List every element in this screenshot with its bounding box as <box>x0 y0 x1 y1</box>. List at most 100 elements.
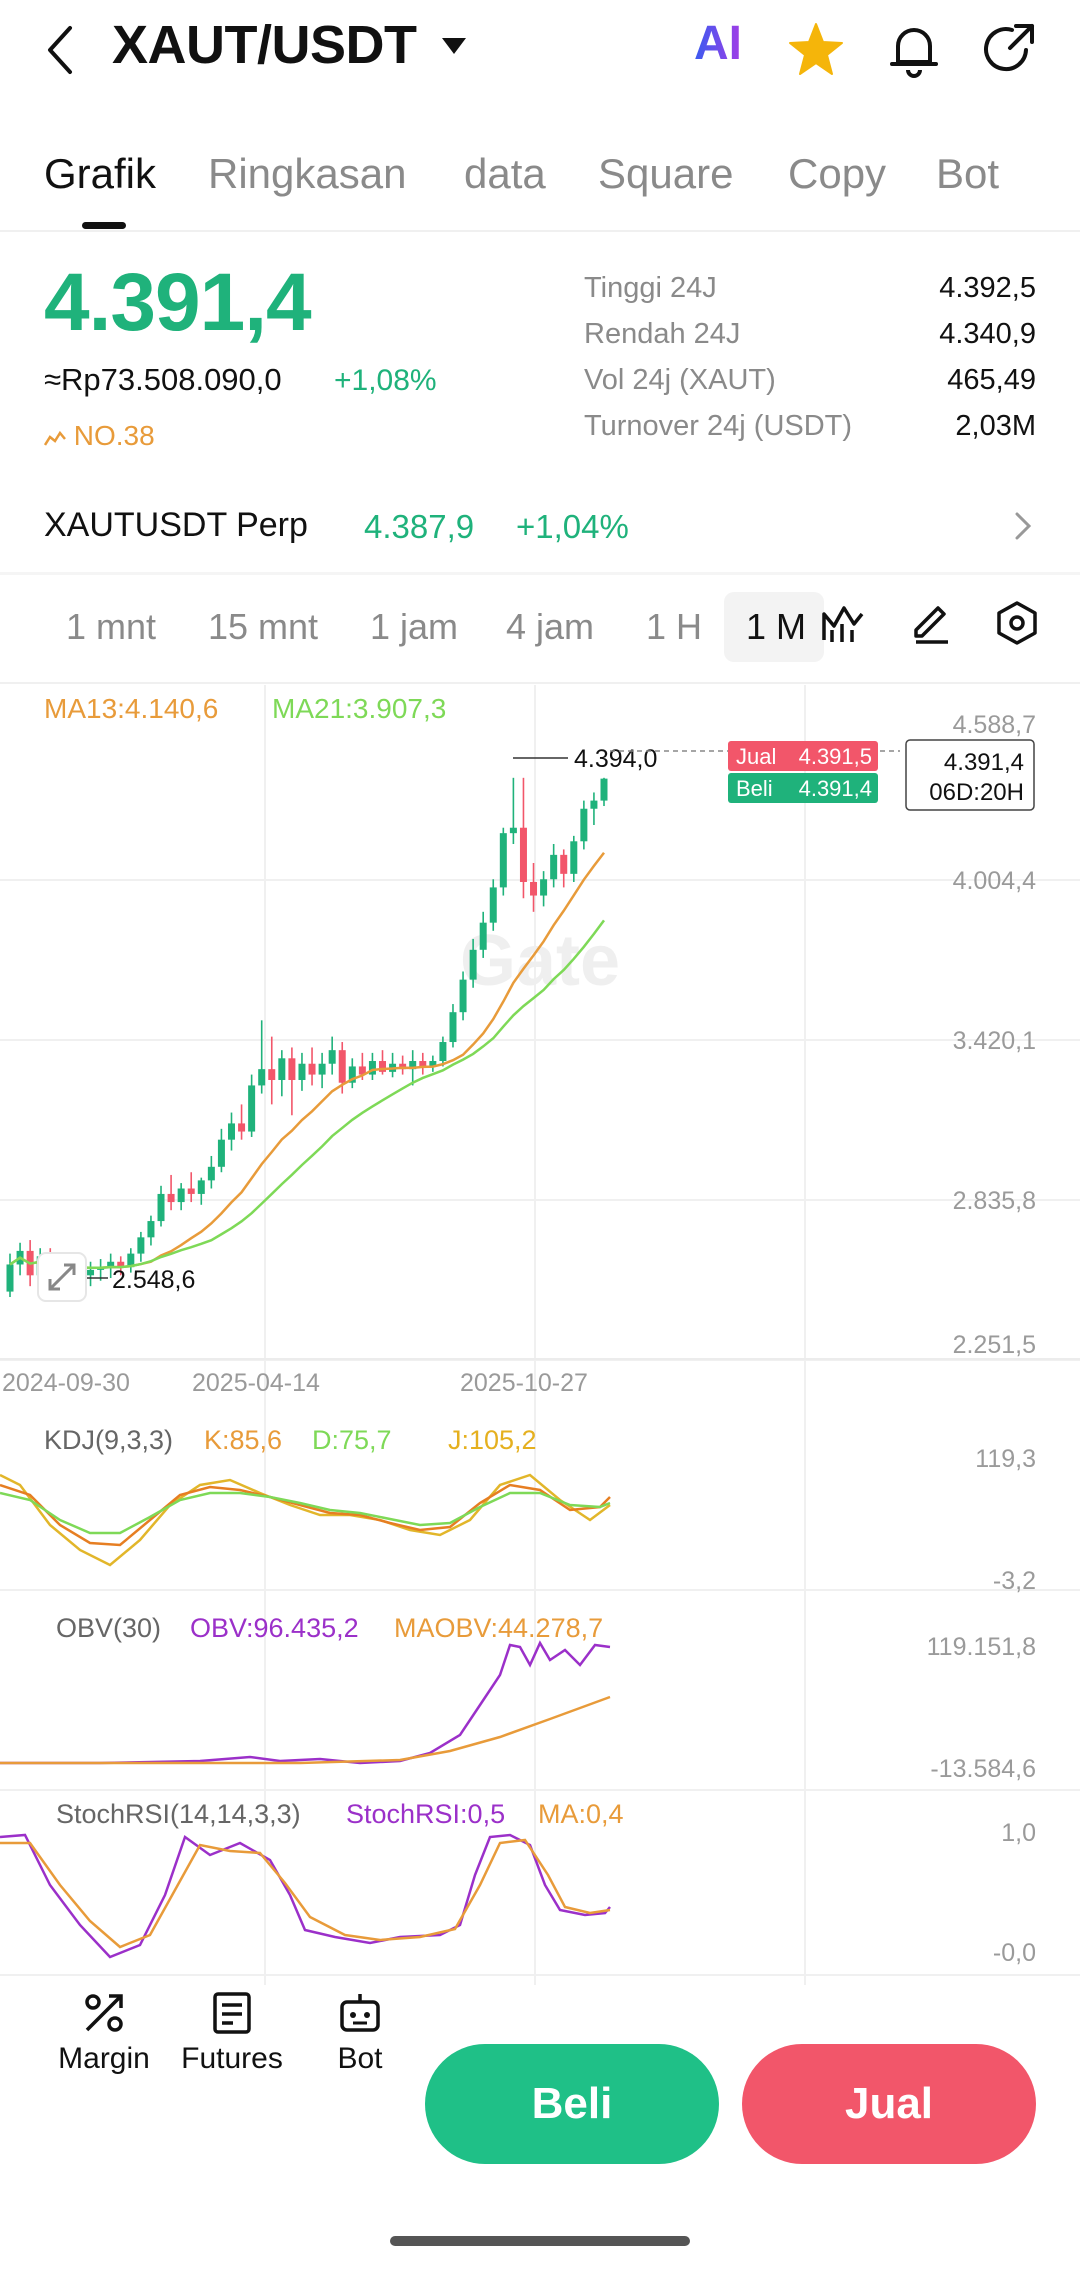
timeframe-15mnt[interactable]: 15 mnt <box>208 606 319 647</box>
candle-body <box>227 1123 235 1140</box>
price-chart[interactable]: Gate MA13:4.140,6 MA21:3.907,3 4.588,7 4… <box>0 685 1080 1985</box>
divider <box>0 572 1080 575</box>
nav-futures[interactable]: Futures <box>170 1990 294 2076</box>
rank-icon <box>43 420 74 451</box>
kdj-label: KDJ(9,3,3) <box>44 1425 173 1455</box>
candle-body <box>409 1061 417 1070</box>
tab-square[interactable]: Square <box>598 150 734 197</box>
stochrsi-value: StochRSI:0,5 <box>346 1799 505 1829</box>
candle-body <box>278 1058 286 1081</box>
candle-body <box>157 1193 165 1222</box>
nav-bot[interactable]: Bot <box>310 1990 410 2076</box>
rank-label: NO.38 <box>73 420 155 451</box>
candle-body <box>469 949 477 980</box>
timeframe-1jam[interactable]: 1 jam <box>370 606 459 647</box>
candle-body <box>197 1180 205 1194</box>
stat-low-value: 4.340,9 <box>939 318 1036 350</box>
nav-margin-label: Margin <box>58 2042 150 2075</box>
candle-body <box>318 1063 326 1075</box>
candle-body <box>419 1061 427 1067</box>
share-icon[interactable] <box>980 20 1040 80</box>
sell-button[interactable]: Jual <box>742 2044 1036 2164</box>
x-tick: 2024-09-30 <box>2 1369 130 1397</box>
price-change: +1,08% <box>334 364 437 397</box>
candle-body <box>429 1061 437 1067</box>
y-tick: 2.251,5 <box>953 1331 1036 1359</box>
candle-body <box>127 1253 135 1268</box>
candle-body <box>167 1193 175 1203</box>
stochrsi-top: 1,0 <box>1001 1819 1036 1847</box>
candle-body <box>358 1066 366 1075</box>
stat-high-label: Tinggi 24J <box>584 272 717 304</box>
candle-body <box>248 1085 256 1132</box>
candle-body <box>399 1063 407 1070</box>
tab-copy[interactable]: Copy <box>788 150 887 197</box>
draw-pencil-icon[interactable] <box>908 600 954 646</box>
ai-icon[interactable]: AI <box>694 17 742 70</box>
tab-grafik[interactable]: Grafik <box>44 150 157 197</box>
candle-body <box>87 1269 95 1276</box>
stochrsi-ma: MA:0,4 <box>538 1799 624 1829</box>
tab-indicator <box>82 222 126 229</box>
expand-icon[interactable] <box>37 1252 87 1302</box>
stat-vol-value: 465,49 <box>947 364 1036 396</box>
margin-icon <box>85 1994 123 2032</box>
timeframe-1mnt[interactable]: 1 mnt <box>66 606 157 647</box>
obv-bottom: -13.584,6 <box>930 1755 1036 1783</box>
candle-countdown: 06D:20H <box>929 779 1024 806</box>
timeframe-4jam[interactable]: 4 jam <box>506 606 595 647</box>
obv-label: OBV(30) <box>56 1613 161 1643</box>
home-indicator <box>390 2236 690 2246</box>
timeframe-1m[interactable]: 1 M <box>746 606 807 647</box>
ma21-line <box>9 919 606 1270</box>
chevron-down-icon[interactable] <box>440 36 468 56</box>
ma-lines <box>9 851 606 1270</box>
stat-high-value: 4.392,5 <box>939 272 1036 304</box>
tab-ringkasan[interactable]: Ringkasan <box>208 150 407 197</box>
perp-name: XAUTUSDT Perp <box>44 506 308 544</box>
candle-body <box>187 1188 195 1194</box>
candle-body <box>530 881 538 896</box>
kdj-k: K:85,6 <box>204 1425 282 1455</box>
high-annotation: 4.394,0 <box>574 745 657 773</box>
perp-price: 4.387,9 <box>364 508 475 545</box>
candle-body <box>238 1123 246 1132</box>
indicator-icon[interactable] <box>820 600 866 646</box>
settings-hex-icon[interactable] <box>994 600 1040 646</box>
back-icon[interactable] <box>40 22 80 78</box>
candles <box>6 777 608 1300</box>
perp-row[interactable]: XAUTUSDT Perp 4.387,9 +1,04% <box>0 480 1080 570</box>
nav-bot-label: Bot <box>337 2042 383 2075</box>
candle-body <box>288 1058 296 1081</box>
stat-turnover-label: Turnover 24j (USDT) <box>584 410 853 442</box>
timeframe-1h[interactable]: 1 H <box>646 606 703 647</box>
tab-data[interactable]: data <box>464 150 546 197</box>
candle-body <box>499 833 507 888</box>
candle-body <box>509 827 517 834</box>
kdj-bottom: -3,2 <box>993 1567 1036 1595</box>
candle-body <box>540 879 548 896</box>
buy-tag-price: 4.391,4 <box>799 776 872 801</box>
rank-badge[interactable]: NO.38 <box>43 420 155 452</box>
bell-icon[interactable] <box>884 18 944 80</box>
candle-body <box>379 1061 387 1072</box>
sell-tag: Jual <box>736 744 776 769</box>
pair-title[interactable]: XAUT/USDT <box>112 15 417 75</box>
ma13-line <box>9 851 605 1270</box>
stat-vol-label: Vol 24j (XAUT) <box>584 364 776 396</box>
candle-body <box>459 979 467 1013</box>
kdj-lines <box>0 1473 611 1567</box>
stochrsi-label: StochRSI(14,14,3,3) <box>56 1799 301 1829</box>
candle-body <box>600 778 608 801</box>
buy-button[interactable]: Beli <box>425 2044 719 2164</box>
nav-margin[interactable]: Margin <box>44 1990 164 2076</box>
bot-icon <box>340 1994 380 2032</box>
candle-body <box>580 808 588 842</box>
star-icon[interactable] <box>786 20 846 80</box>
y-tick: 4.588,7 <box>953 711 1036 739</box>
divider <box>0 230 1080 232</box>
sell-tag-price: 4.391,5 <box>799 744 872 769</box>
candle-body <box>147 1221 155 1238</box>
timeframe-selected-bg <box>724 592 824 662</box>
tab-bot[interactable]: Bot <box>936 150 1000 197</box>
